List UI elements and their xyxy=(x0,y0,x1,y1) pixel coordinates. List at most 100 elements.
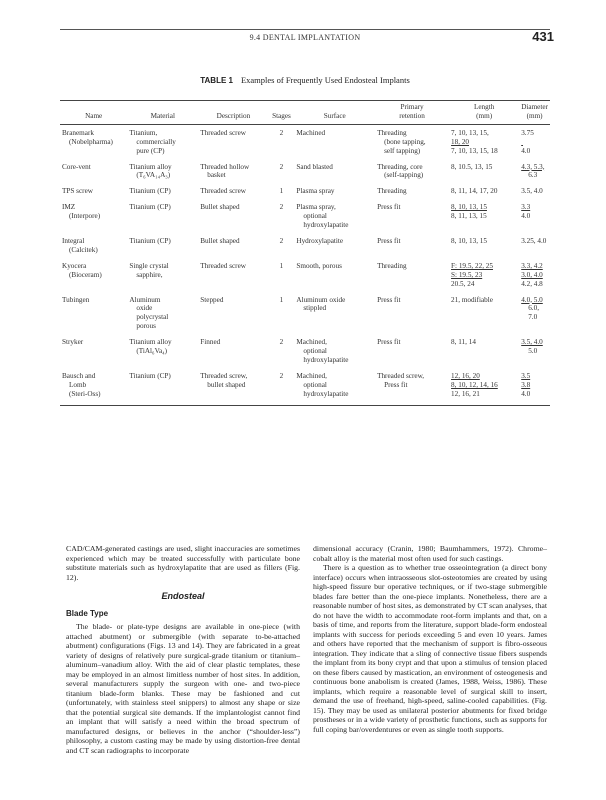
cell-diameter: 4.0, 5.0 6.0, 7.0 xyxy=(521,295,543,322)
table-label: TABLE 1 xyxy=(200,76,233,85)
cell-surface: Smooth, porous xyxy=(296,261,342,270)
cell-length: 12, 16, 20 8, 10, 12, 14, 16 12, 16, 21 xyxy=(449,367,520,406)
cell-length: 8, 10, 13, 15 xyxy=(451,236,487,245)
cell-length: 8, 11, 14 xyxy=(451,338,476,347)
column-header: Length (mm) xyxy=(449,100,520,125)
cell-description: Bullet shaped xyxy=(200,203,240,212)
right-column: dimensional accuracy (Cranin, 1980; Baum… xyxy=(313,544,547,734)
column-header: Stages xyxy=(268,100,295,125)
cell-diameter: 3.3, 4.2 3.0, 4.0 4.2, 4.8 xyxy=(521,261,543,288)
cell-material: Titanium alloy (T₆VA₁₄A₃) xyxy=(129,162,172,180)
table-row: Core-vent Titanium alloy (T₆VA₁₄A₃) Threade… xyxy=(60,159,550,184)
cell-name: Bausch and Lomb (Steri-Oss) xyxy=(60,367,128,406)
cell-diameter: 3.75 4.0 xyxy=(521,128,534,155)
cell-material: Titanium (CP) xyxy=(129,203,171,212)
cell-material: Titanium (CP) xyxy=(129,236,171,245)
cell-surface: Machined, optional hydroxylapatite xyxy=(294,367,376,406)
subsection-heading: Blade Type xyxy=(66,609,109,618)
cell-name: TPS screw xyxy=(62,187,93,196)
table-row: IMZ (Interpore) Titanium (CP) Bullet shaped… xyxy=(60,199,550,233)
cell-diameter: 3.5, 4.0 xyxy=(521,187,543,196)
table-row: Branemark (Nobelpharma) Titanium, commercia… xyxy=(60,124,550,158)
cell-material: Single crystal sapphire, xyxy=(129,261,169,279)
cell-retention: Press fit xyxy=(377,295,401,304)
table-row: Bausch and Lomb (Steri-Oss) Titanium (CP) Th… xyxy=(60,367,550,406)
cell-stages: 1 xyxy=(279,295,284,304)
table-row: TPS screw Titanium (CP) Threaded screw 1 Pla… xyxy=(60,183,550,199)
cell-stages: 2 xyxy=(279,338,284,347)
cell-material: Titanium, commercially pure (CP) xyxy=(129,128,176,155)
cell-stages: 2 xyxy=(279,203,284,212)
column-header: Diameter (mm) xyxy=(519,100,550,125)
cell-stages: 1 xyxy=(279,187,284,196)
table-row: Kyocera (Bioceram) Single crystal sapphire,… xyxy=(60,258,550,292)
cell-length: 7, 10, 13, 15, 18, 20 7, 10, 13, 15, 18 xyxy=(451,128,498,155)
cell-stages: 2 xyxy=(279,162,284,171)
column-header: Description xyxy=(198,100,269,125)
cell-surface: Plasma spray, optional hydroxylapatite xyxy=(296,203,349,230)
cell-material: Aluminum oxide polycrystal porous xyxy=(129,295,169,331)
implants-table: Name Material Description Stages Surface Prim… xyxy=(60,100,550,406)
cell-length: 8, 10, 13, 15 8, 11, 13, 15 xyxy=(451,203,487,221)
page-number: 431 xyxy=(532,29,554,44)
cell-description: Finned xyxy=(200,338,221,347)
cell-stages: 2 xyxy=(268,367,295,406)
cell-retention: Press fit xyxy=(377,203,401,212)
cell-retention: Threading xyxy=(377,187,407,196)
cell-surface: Machined xyxy=(296,128,326,137)
cell-surface: Hydroxylapatite xyxy=(296,236,344,245)
cell-description: Threaded screw xyxy=(200,128,246,137)
cell-description: Threaded screw xyxy=(200,261,246,270)
cell-retention: Press fit xyxy=(377,338,401,347)
table-caption: TABLE 1 Examples of Frequently Used Endos… xyxy=(60,75,550,85)
paragraph: There is a question as to whether true o… xyxy=(313,563,547,734)
left-column: CAD/CAM-generated castings are used, sli… xyxy=(66,544,300,755)
table-row: Tubingen Aluminum oxide polycrystal porous St… xyxy=(60,292,550,335)
table-row: Stryker Titanium alloy (TiAl₆Va₄) Finned 2 Ma… xyxy=(60,334,550,368)
paragraph: dimensional accuracy (Cranin, 1980; Baum… xyxy=(313,544,547,563)
cell-surface: Aluminum oxide stippled xyxy=(296,295,346,313)
cell-name: Tubingen xyxy=(62,295,90,304)
cell-surface: Plasma spray xyxy=(296,187,335,196)
cell-retention: Press fit xyxy=(377,236,401,245)
cell-diameter: 3.25, 4.0 xyxy=(521,236,547,245)
cell-diameter: 3.3 4.0 xyxy=(521,203,531,221)
table-title: Examples of Frequently Used Endosteal Im… xyxy=(240,75,410,85)
cell-material: Titanium (CP) xyxy=(127,367,199,406)
cell-description: Threaded hollow basket xyxy=(200,162,250,180)
table-row: Integral (Calcitek) Titanium (CP) Bullet sh… xyxy=(60,233,550,258)
column-header: Primary retention xyxy=(375,100,450,125)
cell-length: F: 19.5, 22, 25 S: 19.5, 23 20.5, 24 xyxy=(451,261,493,288)
cell-name: Integral (Calcitek) xyxy=(62,236,98,254)
cell-stages: 2 xyxy=(279,128,284,137)
cell-description: Threaded screw, bullet shaped xyxy=(198,367,269,406)
cell-name: IMZ (Interpore) xyxy=(62,203,101,221)
cell-description: Threaded screw xyxy=(200,187,246,196)
cell-name: Kyocera (Bioceram) xyxy=(62,261,102,279)
cell-retention: Threading, core (self-tapping) xyxy=(377,162,424,180)
cell-name: Core-vent xyxy=(62,162,91,171)
section-heading: Endosteal xyxy=(161,591,205,601)
header-rule xyxy=(60,29,550,30)
running-title: 9.4 DENTAL IMPLANTATION xyxy=(249,33,361,42)
cell-name: Stryker xyxy=(62,338,84,347)
cell-description: Stepped xyxy=(200,295,224,304)
cell-stages: 2 xyxy=(279,236,284,245)
cell-length: 8, 10.5, 13, 15 xyxy=(451,162,493,171)
table-header-row: Name Material Description Stages Surface Prim… xyxy=(60,100,550,125)
cell-surface: Machined, optional hydroxylapatite xyxy=(296,338,349,364)
cell-surface: Sand blasted xyxy=(296,162,333,171)
cell-diameter: 4.3, 5.3, 6.3 xyxy=(521,162,545,180)
cell-length: 8, 11, 14, 17, 20 xyxy=(451,187,498,196)
cell-material: Titanium (CP) xyxy=(129,187,171,196)
cell-length: 21, modifiable xyxy=(451,295,493,304)
cell-retention: Threading xyxy=(377,261,407,270)
cell-stages: 1 xyxy=(279,261,284,270)
column-header: Material xyxy=(127,100,199,125)
cell-diameter: 3.5, 4.0 5.0 xyxy=(521,338,543,356)
paragraph: CAD/CAM-generated castings are used, sli… xyxy=(66,544,300,582)
column-header: Name xyxy=(60,100,128,125)
cell-description: Bullet shaped xyxy=(200,236,240,245)
paragraph: The blade- or plate-type designs are ava… xyxy=(66,622,300,755)
